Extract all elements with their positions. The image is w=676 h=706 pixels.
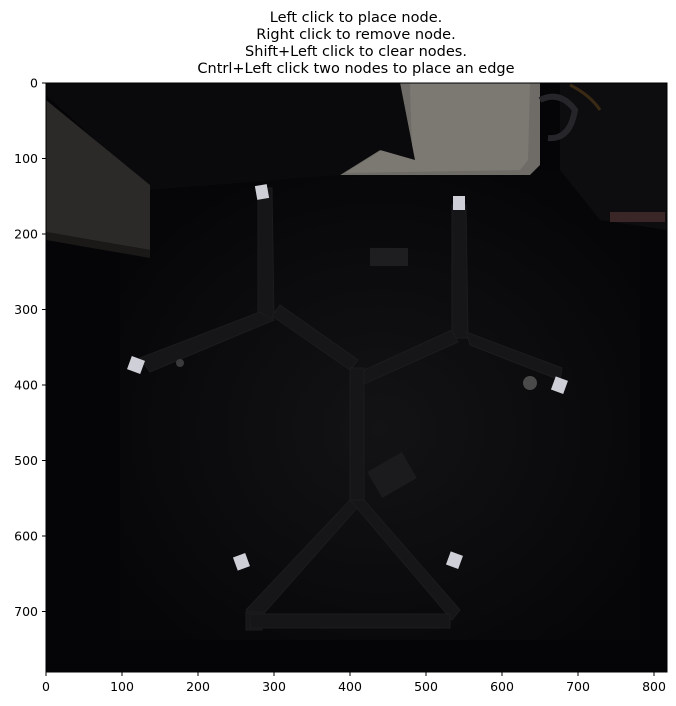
y-tick: 200 xyxy=(14,227,46,242)
marker xyxy=(254,184,270,200)
y-tick-label: 100 xyxy=(14,151,38,166)
x-tick-label: 0 xyxy=(42,679,50,694)
y-tick-label: 0 xyxy=(30,76,38,91)
x-tick: 0 xyxy=(42,672,50,694)
y-tick: 700 xyxy=(14,604,46,619)
x-tick-label: 200 xyxy=(186,679,210,694)
x-tick-label: 500 xyxy=(414,679,438,694)
x-tick-label: 100 xyxy=(110,679,134,694)
x-tick: 800 xyxy=(642,672,666,694)
x-tick: 100 xyxy=(110,672,134,694)
x-tick-label: 300 xyxy=(262,679,286,694)
y-tick-label: 200 xyxy=(14,227,38,242)
x-tick-label: 800 xyxy=(642,679,666,694)
marker xyxy=(550,376,568,394)
y-tick: 400 xyxy=(14,378,46,393)
title-line-1: Left click to place node. xyxy=(270,10,442,26)
y-tick: 300 xyxy=(14,302,46,317)
y-axis: 0 100 200 300 400 500 600 700 xyxy=(14,76,46,619)
x-axis: 0 100 200 300 400 500 600 700 800 xyxy=(42,672,666,694)
title-line-3: Shift+Left click to clear nodes. xyxy=(245,44,467,60)
x-tick: 300 xyxy=(262,672,286,694)
x-tick-label: 600 xyxy=(490,679,514,694)
y-tick-label: 600 xyxy=(14,529,38,544)
x-tick: 600 xyxy=(490,672,514,694)
x-tick-label: 700 xyxy=(566,679,590,694)
marker xyxy=(453,196,465,210)
y-tick-label: 300 xyxy=(14,302,38,317)
x-tick: 200 xyxy=(186,672,210,694)
marker xyxy=(232,553,250,571)
title-line-4: Cntrl+Left click two nodes to place an e… xyxy=(197,61,514,77)
y-tick-label: 500 xyxy=(14,453,38,468)
y-tick: 500 xyxy=(14,453,46,468)
marker-group xyxy=(127,184,568,571)
marker xyxy=(445,551,463,569)
y-tick-label: 400 xyxy=(14,378,38,393)
title-line-2: Right click to remove node. xyxy=(256,27,455,43)
y-tick: 0 xyxy=(30,76,46,91)
instruction-title: Left click to place node. Right click to… xyxy=(197,10,514,77)
x-tick: 400 xyxy=(338,672,362,694)
x-tick-label: 400 xyxy=(338,679,362,694)
y-tick: 600 xyxy=(14,529,46,544)
camera-image[interactable] xyxy=(46,83,667,672)
x-tick: 500 xyxy=(414,672,438,694)
marker xyxy=(127,356,145,374)
x-tick: 700 xyxy=(566,672,590,694)
y-tick: 100 xyxy=(14,151,46,166)
y-tick-label: 700 xyxy=(14,604,38,619)
image-axes[interactable] xyxy=(45,82,668,673)
